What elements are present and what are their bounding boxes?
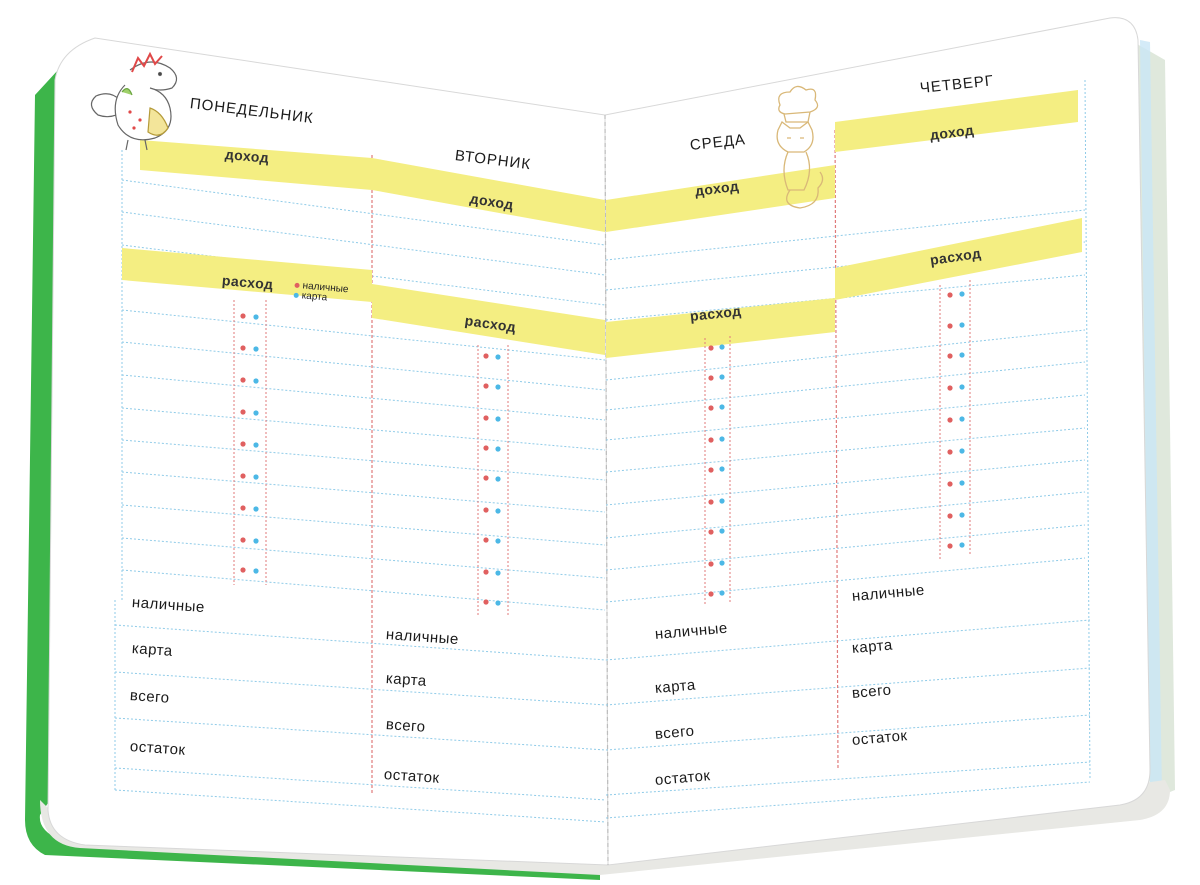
dinosaur-doodle: [90, 51, 178, 151]
monday-card-label: карта: [131, 640, 174, 660]
wednesday-card-label: карта: [654, 676, 697, 697]
thursday-total-label: всего: [851, 681, 893, 702]
right-column-divider: [834, 129, 839, 771]
thursday-dot-column: [939, 280, 971, 560]
monday-dots: [240, 313, 259, 574]
cash-dot-icon: [294, 282, 300, 288]
right-page: [604, 17, 1151, 866]
tuesday-card-label: карта: [385, 670, 428, 690]
thursday-expense-band: [835, 218, 1082, 300]
card-dot-icon: [293, 292, 299, 298]
legend-card: карта: [301, 290, 328, 304]
wednesday-total-label: всего: [654, 722, 696, 743]
wednesday-expense-band: [606, 298, 835, 358]
thursday-income-band: [835, 90, 1078, 152]
wednesday-income-band: [606, 165, 835, 232]
tuesday-total-label: всего: [385, 716, 427, 736]
tuesday-income-band: [372, 158, 605, 232]
wednesday-dots: [708, 344, 725, 597]
right-ruled-lines: [605, 79, 1091, 819]
wednesday-dot-column: [704, 336, 731, 605]
monday-total-label: всего: [129, 687, 171, 707]
cat-chef-doodle: [776, 85, 824, 209]
monday-dot-column: [233, 300, 267, 585]
left-ruled-lines: [114, 150, 607, 823]
monday-expense-band: [122, 248, 372, 302]
tuesday-dots: [483, 353, 501, 606]
tuesday-expense-band: [372, 284, 605, 355]
monday-income-band: [140, 140, 372, 190]
tuesday-dot-column: [477, 345, 509, 615]
binding-seam: [604, 114, 609, 866]
thursday-dots: [947, 291, 965, 549]
thursday-card-label: карта: [851, 636, 894, 657]
